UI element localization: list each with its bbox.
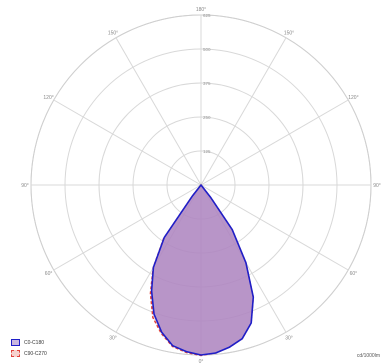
radial-label-375: 375	[203, 81, 211, 86]
legend-label-c90-c270: C90-C270	[24, 350, 47, 357]
grid-spoke-210	[115, 37, 202, 186]
angle-label-6: 0°	[199, 359, 204, 363]
grid-spoke-300	[53, 184, 202, 271]
unit-label: cd/1000lm	[356, 353, 380, 359]
angle-label-1: 150°	[108, 31, 118, 37]
angle-label-8: 60°	[350, 271, 358, 277]
legend-swatch-c90-c270	[11, 350, 20, 357]
angle-label-5: 30°	[109, 335, 117, 341]
angle-label-0: 180°	[196, 7, 206, 13]
angle-label-11: 150°	[284, 31, 294, 37]
radial-label-250: 250	[203, 115, 211, 120]
grid-spoke-150	[200, 37, 287, 186]
angle-label-9: 90°	[373, 183, 381, 189]
angle-label-7: 30°	[285, 335, 293, 341]
angle-label-3: 90°	[21, 183, 29, 189]
grid-spoke-120	[200, 99, 349, 186]
radial-label-625: 625	[203, 13, 211, 18]
legend-label-c0-c180: C0-C180	[24, 339, 45, 346]
legend-entry-c0-c180: C0-C180	[11, 339, 44, 346]
grid-spoke-60	[200, 184, 349, 271]
legend-entry-c90-c270: C90-C270	[11, 350, 47, 357]
angle-label-4: 60°	[45, 271, 53, 277]
series-c0-c180	[150, 184, 255, 356]
legend-swatch-c0-c180	[11, 339, 20, 346]
grid-spoke-240	[53, 99, 202, 186]
radial-label-500: 500	[203, 47, 211, 52]
angle-label-2: 120°	[43, 95, 53, 101]
radial-label-125: 125	[203, 149, 211, 154]
angle-label-10: 120°	[348, 95, 358, 101]
